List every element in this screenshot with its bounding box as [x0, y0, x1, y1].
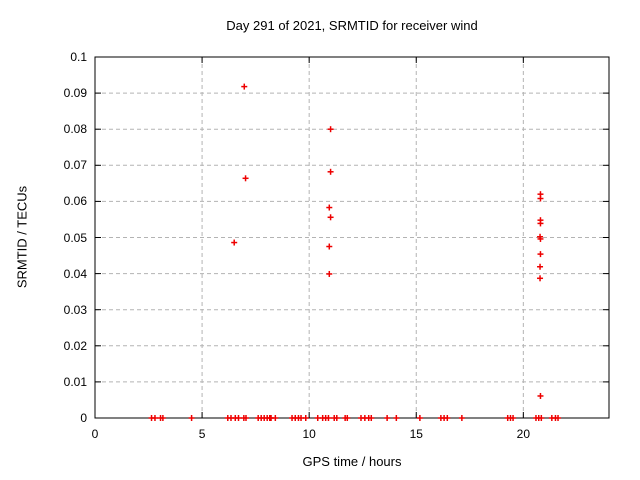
x-tick-label: 15	[409, 427, 423, 441]
y-tick-label: 0.07	[63, 158, 87, 173]
chart-title: Day 291 of 2021, SRMTID for receiver win…	[226, 18, 478, 33]
x-axis-label: GPS time / hours	[302, 454, 402, 469]
y-tick-label: 0.06	[63, 194, 87, 209]
y-tick-label: 0.01	[63, 374, 87, 389]
y-tick-label: 0.04	[63, 266, 87, 281]
y-tick-label: 0.05	[63, 230, 87, 245]
y-tick-label: 0.02	[63, 338, 87, 353]
x-tick-label: 5	[198, 427, 206, 441]
x-tick-label: 10	[302, 427, 316, 441]
x-tick-label: 20	[516, 427, 531, 441]
y-tick-label: 0.09	[63, 86, 87, 101]
y-tick-label: 0.1	[70, 50, 87, 64]
y-tick-label: 0	[80, 411, 87, 425]
y-tick-label: 0.08	[63, 122, 87, 137]
y-tick-label: 0.03	[63, 302, 87, 317]
x-tick-label: 0	[91, 427, 99, 441]
